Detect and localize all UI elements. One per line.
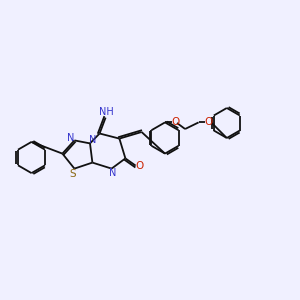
Text: N: N bbox=[89, 135, 96, 145]
Text: S: S bbox=[70, 169, 76, 179]
Text: O: O bbox=[171, 117, 179, 128]
Text: NH: NH bbox=[99, 107, 114, 117]
Text: N: N bbox=[67, 133, 74, 143]
Text: O: O bbox=[205, 117, 213, 128]
Text: N: N bbox=[109, 168, 116, 178]
Text: O: O bbox=[136, 160, 144, 171]
